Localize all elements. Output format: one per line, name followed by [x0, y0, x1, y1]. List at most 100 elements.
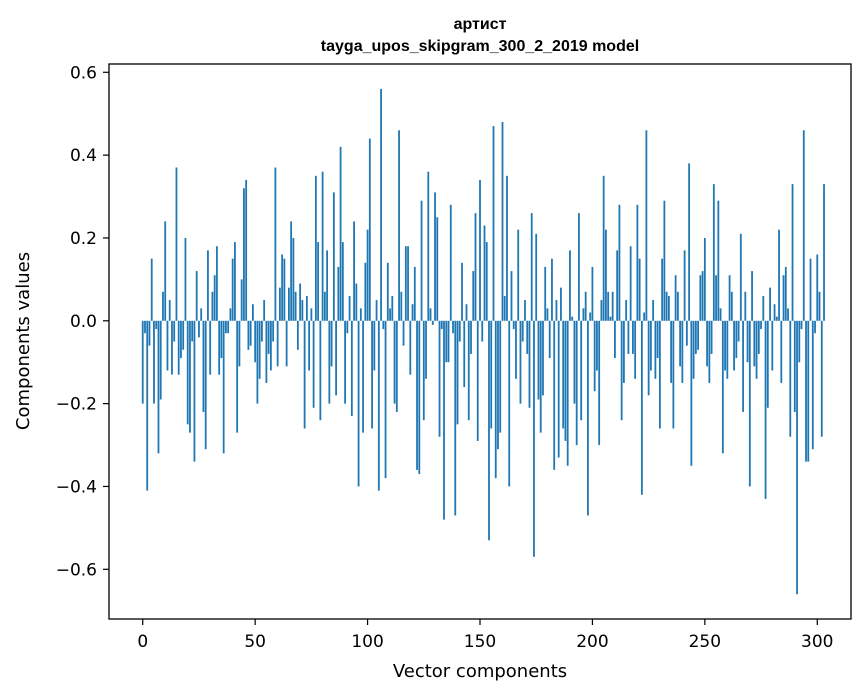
bar	[598, 320, 601, 446]
bar	[587, 320, 589, 516]
y-tick-label: −0.6	[56, 560, 97, 580]
bar	[269, 320, 272, 371]
bar	[605, 229, 607, 321]
bar	[292, 237, 295, 321]
bar	[645, 130, 648, 321]
bar	[528, 320, 531, 408]
bar	[344, 320, 346, 404]
bar	[654, 320, 657, 379]
bar	[454, 320, 457, 516]
bar	[458, 320, 461, 342]
bar	[362, 320, 364, 433]
y-tick-label: −0.2	[56, 395, 97, 415]
bar	[530, 213, 533, 321]
bar	[771, 320, 774, 371]
bar	[661, 258, 664, 321]
bar	[263, 300, 266, 321]
bar	[800, 320, 803, 330]
bar	[562, 320, 565, 429]
bar	[312, 320, 315, 408]
bar	[578, 213, 580, 321]
y-tick-label: 0.0	[70, 312, 97, 332]
bar	[735, 320, 738, 359]
bar	[335, 320, 337, 396]
bar	[377, 320, 380, 491]
bar	[796, 320, 798, 595]
bar	[688, 163, 691, 321]
bar	[470, 320, 472, 354]
bar	[173, 320, 176, 342]
bar	[323, 291, 326, 321]
bar	[616, 250, 619, 321]
bar	[384, 320, 387, 479]
bar	[461, 262, 463, 321]
bar	[236, 320, 239, 433]
bar	[337, 266, 340, 321]
bar	[346, 320, 349, 334]
bar	[607, 291, 610, 321]
x-tick-label: 150	[464, 632, 496, 652]
bar	[368, 138, 371, 321]
bar	[548, 320, 551, 359]
bar	[757, 320, 760, 354]
bar	[773, 304, 776, 321]
bar	[357, 320, 360, 487]
bar	[427, 171, 430, 321]
bar	[575, 320, 578, 446]
bar	[398, 130, 400, 321]
bar	[802, 130, 805, 321]
y-tick-label: 0.2	[70, 229, 97, 249]
bar	[447, 320, 450, 363]
bar	[535, 233, 538, 321]
chart-title: артист	[454, 16, 507, 33]
bar	[632, 320, 634, 354]
bar	[296, 320, 299, 350]
bar	[159, 320, 162, 400]
bar	[672, 320, 675, 429]
bar	[751, 271, 753, 321]
bar	[204, 320, 207, 450]
bar	[816, 254, 819, 321]
bar	[712, 184, 715, 321]
bar	[373, 320, 376, 371]
bar	[416, 320, 418, 470]
x-tick-label: 0	[137, 632, 148, 652]
bar	[820, 320, 823, 437]
bar	[640, 320, 643, 495]
x-tick-label: 100	[351, 632, 383, 652]
bar	[364, 262, 367, 321]
bar	[200, 308, 203, 321]
bar	[193, 320, 196, 462]
bar	[591, 266, 594, 321]
bar	[643, 312, 646, 321]
bar	[207, 250, 209, 321]
bar	[627, 320, 630, 354]
bar	[409, 320, 412, 375]
bar	[609, 316, 612, 321]
bar	[445, 320, 448, 363]
bar	[198, 320, 200, 338]
bar	[526, 320, 529, 354]
bar	[488, 320, 490, 541]
bar	[580, 320, 583, 421]
bar	[600, 300, 603, 321]
bar	[285, 320, 288, 367]
bar	[593, 320, 596, 392]
bar	[807, 320, 810, 462]
bar	[708, 320, 711, 383]
bar	[431, 320, 434, 325]
bar	[793, 320, 796, 412]
bar	[652, 300, 655, 321]
bar	[589, 312, 592, 321]
bar	[681, 320, 684, 383]
bar	[175, 167, 178, 321]
bar	[164, 221, 167, 321]
bar	[647, 320, 650, 396]
bar	[177, 320, 180, 375]
bar	[481, 320, 484, 342]
chart-subtitle: tayga_upos_skipgram_300_2_2019 model	[321, 38, 639, 55]
bar	[611, 291, 614, 321]
bar	[739, 233, 742, 321]
bar	[371, 320, 373, 429]
bar	[375, 300, 378, 321]
